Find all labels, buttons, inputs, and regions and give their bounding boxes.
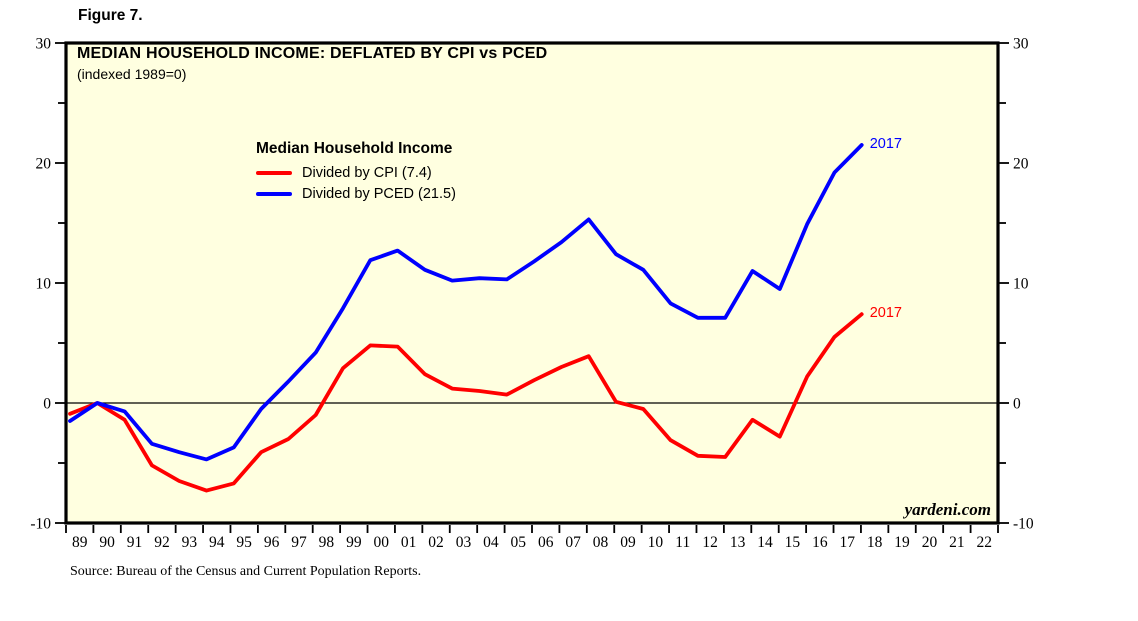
y-tick-label-left: 20 bbox=[36, 156, 52, 173]
x-tick-label: 91 bbox=[127, 534, 143, 551]
x-tick-label: 10 bbox=[648, 534, 664, 551]
x-tick-label: 02 bbox=[428, 534, 444, 551]
x-tick-label: 08 bbox=[593, 534, 609, 551]
cpi-line-swatch bbox=[256, 170, 292, 175]
plot-border bbox=[64, 41, 1000, 525]
x-tick-label: 16 bbox=[812, 534, 828, 551]
x-axis: 89 90 91 92 93 94 95 96 97 98 99 00 01 02 03 04 05 06 07 08… bbox=[65, 525, 999, 551]
source-note: Source: Bureau of the Census and Current… bbox=[70, 564, 422, 579]
legend: Median Household Income Divided by CPI (… bbox=[256, 140, 456, 204]
y-tick-label-left: 0 bbox=[43, 396, 51, 413]
x-tick-label: 96 bbox=[264, 534, 280, 551]
legend-label-cpi: Divided by CPI (7.4) bbox=[302, 164, 432, 181]
x-tick-label: 89 bbox=[72, 534, 88, 551]
watermark: yardeni.com bbox=[904, 500, 991, 519]
chart-title: MEDIAN HOUSEHOLD INCOME: DEFLATED BY CPI… bbox=[77, 45, 548, 62]
x-tick-label: 03 bbox=[456, 534, 472, 551]
x-tick-label: 00 bbox=[373, 534, 389, 551]
x-tick-label: 09 bbox=[620, 534, 636, 551]
pced-line-swatch bbox=[256, 191, 292, 196]
y-tick-label-right: -10 bbox=[1013, 516, 1034, 533]
x-tick-label: 04 bbox=[483, 534, 499, 551]
x-tick-label: 95 bbox=[236, 534, 252, 551]
legend-label-pced: Divided by PCED (21.5) bbox=[302, 185, 456, 202]
y-tick-label-right: 0 bbox=[1013, 396, 1021, 413]
x-tick-label: 94 bbox=[209, 534, 225, 551]
x-tick-label: 12 bbox=[702, 534, 718, 551]
x-tick-label: 19 bbox=[894, 534, 910, 551]
x-tick-label: 01 bbox=[401, 534, 417, 551]
pced-end-year-label: 2017 bbox=[869, 136, 902, 152]
legend-item-pced: Divided by PCED (21.5) bbox=[256, 183, 456, 204]
x-tick-label: 98 bbox=[319, 534, 335, 551]
legend-heading: Median Household Income bbox=[256, 140, 453, 157]
figure-label: Figure 7. bbox=[78, 7, 143, 24]
cpi-end-year-label: 2017 bbox=[869, 305, 902, 322]
x-tick-label: 20 bbox=[922, 534, 938, 551]
x-tick-label: 92 bbox=[154, 534, 170, 551]
x-tick-label: 13 bbox=[730, 534, 746, 551]
x-tick-label: 93 bbox=[182, 534, 198, 551]
y-tick-label-right: 30 bbox=[1013, 36, 1029, 53]
y-axis: -10 -10 0 0 10 10 20 20 30 30 bbox=[30, 36, 1034, 533]
cpi-line bbox=[68, 312, 864, 493]
x-tick-label: 15 bbox=[785, 534, 801, 551]
x-tick-label: 90 bbox=[99, 534, 115, 551]
pced-line bbox=[68, 143, 864, 462]
legend-item-cpi: Divided by CPI (7.4) bbox=[256, 162, 456, 183]
x-tick-label: 22 bbox=[977, 534, 993, 551]
x-tick-label: 97 bbox=[291, 534, 307, 551]
plot-area bbox=[66, 43, 998, 523]
x-tick-label: 14 bbox=[757, 534, 773, 551]
y-tick-label-left: -10 bbox=[30, 516, 51, 533]
y-tick-label-left: 10 bbox=[36, 276, 52, 293]
x-tick-label: 11 bbox=[675, 534, 690, 551]
x-tick-label: 18 bbox=[867, 534, 883, 551]
x-tick-label: 06 bbox=[538, 534, 554, 551]
x-tick-label: 05 bbox=[511, 534, 527, 551]
x-tick-label: 21 bbox=[949, 534, 965, 551]
y-tick-label-left: 30 bbox=[36, 36, 52, 53]
x-tick-label: 07 bbox=[565, 534, 581, 551]
x-tick-label: 99 bbox=[346, 534, 362, 551]
x-tick-label: 17 bbox=[839, 534, 855, 551]
chart-subtitle: (indexed 1989=0) bbox=[77, 66, 187, 82]
y-tick-label-right: 10 bbox=[1013, 276, 1029, 293]
y-tick-label-right: 20 bbox=[1013, 156, 1029, 173]
